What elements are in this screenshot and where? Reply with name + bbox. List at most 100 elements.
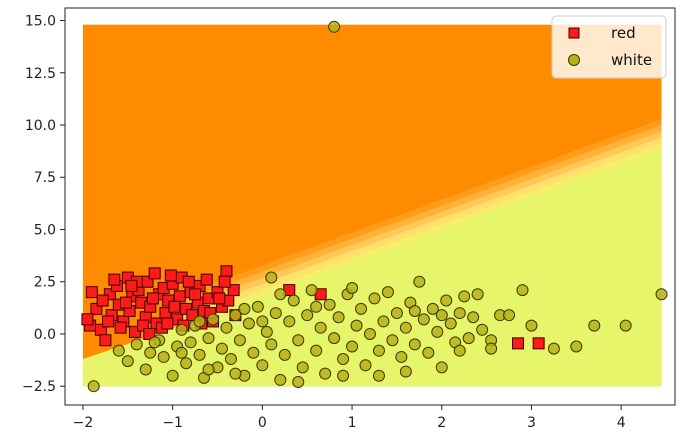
white-point <box>426 302 439 315</box>
white-point <box>193 315 206 328</box>
red-point <box>189 288 202 301</box>
white-point <box>269 307 282 320</box>
white-point <box>328 20 341 33</box>
white-point <box>148 336 161 349</box>
red-point <box>90 302 103 315</box>
white-point <box>305 284 318 297</box>
red-point <box>218 275 231 288</box>
white-point <box>265 338 278 351</box>
white-point <box>408 304 421 317</box>
white-point <box>399 365 412 378</box>
red-point <box>168 300 181 313</box>
white-point <box>337 369 350 382</box>
white-point <box>547 342 560 355</box>
white-point <box>372 344 385 357</box>
white-point <box>175 323 188 336</box>
white-point <box>202 332 215 345</box>
white-point <box>274 373 287 386</box>
red-point <box>102 315 115 328</box>
white-point <box>175 346 188 359</box>
white-point <box>619 319 632 332</box>
white-point <box>256 315 269 328</box>
red-point <box>200 273 213 286</box>
red-point <box>182 275 195 288</box>
red-point <box>143 327 156 340</box>
white-point <box>112 344 125 357</box>
y-tick-label: 0.0 <box>34 327 56 343</box>
white-point <box>207 313 220 326</box>
white-point <box>130 338 143 351</box>
white-point <box>274 288 287 301</box>
legend-white-marker <box>568 54 580 66</box>
white-point <box>431 325 444 338</box>
white-point <box>355 302 368 315</box>
white-point <box>377 315 390 328</box>
y-tick-label: 5.0 <box>34 222 56 238</box>
white-point <box>251 300 264 313</box>
white-point <box>180 357 193 370</box>
white-point <box>570 340 583 353</box>
white-point <box>278 348 291 361</box>
white-point <box>229 367 242 380</box>
legend-box <box>551 15 667 79</box>
white-point <box>314 321 327 334</box>
white-point <box>368 292 381 305</box>
data-points <box>81 20 668 393</box>
white-point <box>485 342 498 355</box>
white-point <box>413 275 426 288</box>
red-point <box>164 269 177 282</box>
white-point <box>337 353 350 366</box>
red-point <box>137 319 150 332</box>
red-point <box>99 334 112 347</box>
white-point <box>435 309 448 322</box>
red-point <box>173 290 186 303</box>
white-point <box>435 361 448 374</box>
x-tick-label: 0 <box>258 415 267 431</box>
white-point <box>422 346 435 359</box>
red-point <box>103 288 116 301</box>
legend: red white <box>551 15 667 79</box>
white-point <box>364 327 376 340</box>
x-tick-label: 2 <box>437 415 446 431</box>
white-point <box>453 307 466 320</box>
white-point <box>525 319 538 332</box>
plot-frame <box>64 7 676 406</box>
white-point <box>440 294 453 307</box>
white-point <box>332 311 345 324</box>
white-point <box>395 350 408 363</box>
white-point <box>417 313 430 326</box>
white-point <box>372 369 385 382</box>
white-point <box>390 307 403 320</box>
y-tick-label: 10.0 <box>25 118 56 134</box>
legend-red-label: red <box>611 24 636 42</box>
white-point <box>467 311 480 324</box>
white-point <box>476 323 489 336</box>
white-point <box>202 363 215 376</box>
red-point <box>125 279 138 292</box>
white-point <box>471 288 484 301</box>
red-point <box>512 337 525 350</box>
red-point <box>162 294 175 307</box>
white-point <box>121 355 134 368</box>
white-point <box>359 359 372 372</box>
white-point <box>462 332 475 345</box>
legend-red-marker <box>568 27 580 39</box>
red-point <box>120 296 132 309</box>
axes: −2 −1 0 1 2 3 4 −2.5 0.0 2.5 5.0 7.5 10.0 12.5 15.0 <box>22 14 626 431</box>
white-point <box>381 286 394 299</box>
white-point <box>233 334 246 347</box>
white-point <box>408 338 421 351</box>
y-tick-label: −2.5 <box>22 379 56 395</box>
white-point <box>346 281 359 294</box>
white-point <box>292 376 305 389</box>
white-point <box>655 288 668 301</box>
white-point <box>166 369 179 382</box>
red-point <box>108 273 121 286</box>
white-point <box>238 302 251 315</box>
red-point <box>220 265 233 278</box>
white-point <box>193 348 206 361</box>
white-point <box>224 353 237 366</box>
red-point <box>128 325 141 338</box>
white-point <box>296 361 309 374</box>
white-point <box>292 334 305 347</box>
